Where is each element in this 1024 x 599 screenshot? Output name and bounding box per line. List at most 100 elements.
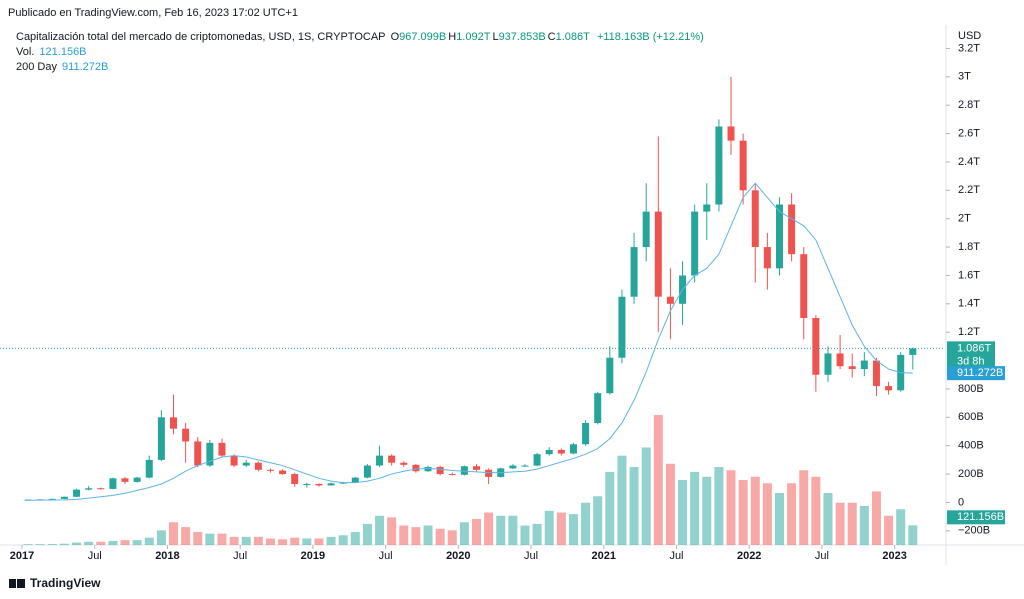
candle-body [848,366,856,370]
candle-body [885,386,893,391]
candle-body [557,449,565,454]
candle-body [485,469,493,477]
plot-area [23,76,918,545]
volume-bar [362,523,372,545]
chart-title: Capitalización total del mercado de crip… [16,31,386,43]
candle-body [327,483,335,486]
y-tick-label: 2.4T [958,156,980,168]
ma-line [28,182,913,501]
candle-body [836,353,844,367]
candle-body [812,318,820,375]
volume-bar [593,496,603,545]
change-label: +118.163B (+12.21%) [596,31,704,43]
candle-body [266,469,274,471]
x-tick-label: Jul [233,550,247,562]
candle-body [800,254,808,319]
candle-body [400,462,408,465]
volume-bar [508,515,518,545]
ohlc-key: C [547,31,556,43]
x-tick-label: 2019 [301,550,325,562]
volume-bar [775,493,784,545]
volume-bar [568,514,578,545]
volume-bar [472,519,481,545]
volume-bar [23,544,33,545]
candle-body [715,126,723,205]
candle-body [460,466,468,475]
x-tick-label: 2021 [592,550,616,562]
volume-bar [799,470,809,545]
candle-body [194,441,202,466]
x-tick-label: 2023 [882,550,906,562]
volume-bar [738,480,748,545]
y-tick-label: 400B [958,440,984,452]
volume-bar [253,536,263,545]
legend-volume: Vol. 121.156B [16,46,89,58]
candle-body [121,478,129,482]
candle-body [630,247,638,297]
logo [9,579,25,588]
volume-bar [375,515,385,545]
ohlc-value: 967.099B [399,31,447,43]
y-tick-label: 3.2T [958,42,980,54]
volume-bar [811,476,821,545]
volume-bar [302,538,312,545]
candle-body [545,449,553,455]
x-tick-label: Jul [88,550,102,562]
volume-bar [169,522,178,545]
y-tick-label: 1.8T [958,241,980,253]
candle-body [763,247,771,269]
volume-bar [496,515,506,545]
volume-bar [556,512,566,545]
candle-body [654,211,662,297]
candle-body [412,464,420,472]
volume-bar [484,512,494,545]
ohlc-key: H [448,31,457,43]
volume-bar [423,525,433,545]
volume-bar [581,502,591,545]
volume-bar [653,415,663,545]
ohlc-key: L [492,31,499,43]
volume-bar [47,544,57,545]
countdown-label: 3d 8h [957,355,985,367]
candle-body [776,204,783,269]
legend-ma: 200 Day 911.272B [16,61,110,73]
volume-bar [823,493,833,545]
volume-bar [678,480,688,545]
volume-bar [665,463,675,545]
candle-body [254,462,262,470]
candle-body [157,417,165,460]
volume-bar [278,539,288,545]
volume-bar [120,540,130,545]
volume-bar [108,540,118,545]
candle-body [666,296,674,304]
candle-body [751,190,759,248]
volume-bar [411,527,421,545]
volume-bar [447,530,457,545]
candle-body [388,455,396,463]
volume-bar [132,540,142,545]
volume-bar [338,535,348,545]
volume-bar [702,476,712,545]
legend-main: Capitalización total del mercado de crip… [16,31,706,43]
volume-bar [84,541,94,545]
ohlc-value: 937.853B [498,31,546,43]
volume-bar [871,491,881,545]
candle-body [73,489,81,497]
volume-bar [629,467,639,545]
y-tick-label: 3T [958,71,971,83]
legend-value: 911.272B [62,61,109,73]
x-tick-label: Jul [815,550,829,562]
volume-bar [156,530,166,545]
y-tick-label: 1.4T [958,298,980,310]
candle-body [448,474,456,476]
candle-body [824,353,832,375]
candle-body [145,459,153,478]
volume-badge-label: 121.156B [957,511,1004,523]
volume-bar [229,536,239,545]
legend-name: 200 Day [16,61,57,73]
y-tick-label: 1.2T [958,326,980,338]
volume-bar [520,525,530,545]
candle-body [727,126,735,141]
ohlc-key: O [390,31,400,43]
